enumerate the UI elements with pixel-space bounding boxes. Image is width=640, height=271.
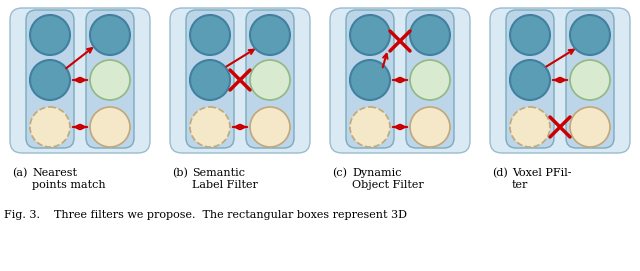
Circle shape xyxy=(350,15,390,55)
Circle shape xyxy=(410,60,450,100)
Circle shape xyxy=(510,15,550,55)
Circle shape xyxy=(30,60,70,100)
Circle shape xyxy=(570,60,610,100)
Circle shape xyxy=(410,15,450,55)
Circle shape xyxy=(350,60,390,100)
Text: (b): (b) xyxy=(172,168,188,178)
Circle shape xyxy=(30,15,70,55)
Circle shape xyxy=(30,107,70,147)
Text: Semantic
Label Filter: Semantic Label Filter xyxy=(192,168,258,190)
Text: Nearest
points match: Nearest points match xyxy=(32,168,106,190)
Circle shape xyxy=(410,107,450,147)
Text: Fig. 3.    Three filters we propose.  The rectangular boxes represent 3D: Fig. 3. Three filters we propose. The re… xyxy=(4,210,407,220)
FancyBboxPatch shape xyxy=(346,10,394,148)
Circle shape xyxy=(190,107,230,147)
Circle shape xyxy=(250,107,290,147)
Circle shape xyxy=(90,107,130,147)
Circle shape xyxy=(510,60,550,100)
FancyBboxPatch shape xyxy=(566,10,614,148)
Text: (a): (a) xyxy=(12,168,28,178)
Circle shape xyxy=(90,60,130,100)
Circle shape xyxy=(190,15,230,55)
Circle shape xyxy=(510,107,550,147)
FancyBboxPatch shape xyxy=(186,10,234,148)
FancyBboxPatch shape xyxy=(490,8,630,153)
Text: Voxel PFil-
ter: Voxel PFil- ter xyxy=(512,168,572,190)
Circle shape xyxy=(250,15,290,55)
Circle shape xyxy=(90,15,130,55)
Circle shape xyxy=(250,60,290,100)
Circle shape xyxy=(350,107,390,147)
FancyBboxPatch shape xyxy=(10,8,150,153)
Text: (c): (c) xyxy=(332,168,347,178)
FancyBboxPatch shape xyxy=(86,10,134,148)
FancyBboxPatch shape xyxy=(26,10,74,148)
FancyBboxPatch shape xyxy=(506,10,554,148)
FancyBboxPatch shape xyxy=(406,10,454,148)
FancyBboxPatch shape xyxy=(330,8,470,153)
FancyBboxPatch shape xyxy=(246,10,294,148)
Circle shape xyxy=(190,60,230,100)
Text: Dynamic
Object Filter: Dynamic Object Filter xyxy=(352,168,424,190)
Circle shape xyxy=(570,15,610,55)
Circle shape xyxy=(570,107,610,147)
FancyBboxPatch shape xyxy=(170,8,310,153)
Text: (d): (d) xyxy=(492,168,508,178)
